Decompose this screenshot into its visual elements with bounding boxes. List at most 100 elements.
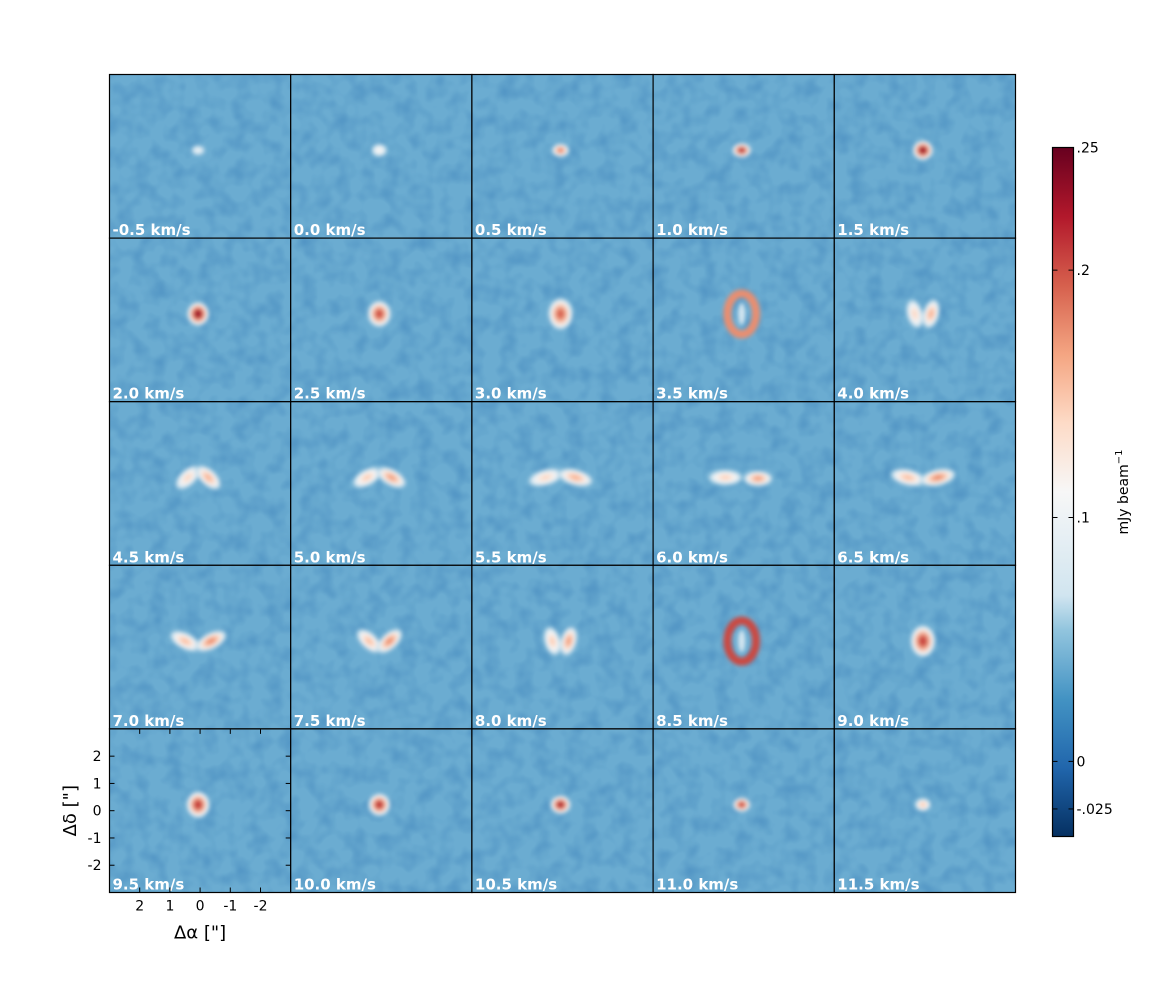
colorbar: .25 .2 .1 0 -.025 mJy beam−1 xyxy=(1051,141,1132,838)
x-axis-label: Δα ["] xyxy=(174,923,226,944)
channel-panel: 11.0 km/s xyxy=(652,728,835,894)
channel-panel: -0.5 km/s xyxy=(108,73,292,239)
x-tick-label: -2 xyxy=(254,899,268,915)
y-tick-label: -2 xyxy=(88,858,102,874)
emission xyxy=(723,289,761,339)
velocity-label: 2.5 km/s xyxy=(294,385,366,403)
emission xyxy=(889,468,957,487)
x-tick-label: 1 xyxy=(165,899,174,915)
velocity-label: 3.5 km/s xyxy=(656,385,728,403)
velocity-label: 5.0 km/s xyxy=(294,548,366,566)
channel-panel: 4.5 km/s xyxy=(108,401,292,566)
y-tick-label: -1 xyxy=(88,831,102,847)
velocity-label: 0.5 km/s xyxy=(475,221,547,239)
emission xyxy=(186,301,210,327)
emission xyxy=(527,467,594,488)
channel-panel: 10.5 km/s xyxy=(471,728,654,894)
x-tick-label: 0 xyxy=(196,899,205,915)
velocity-label: 9.0 km/s xyxy=(837,712,909,730)
velocity-label: 6.5 km/s xyxy=(837,548,909,566)
velocity-label: 4.0 km/s xyxy=(837,385,909,403)
velocity-label: 3.0 km/s xyxy=(475,385,547,403)
channel-panel: 9.5 km/s xyxy=(108,728,292,894)
emission xyxy=(707,469,774,487)
velocity-label: 11.0 km/s xyxy=(656,876,738,894)
y-axis-label: Δδ ["] xyxy=(60,785,81,836)
emission xyxy=(169,630,227,653)
channel-panel: 0.0 km/s xyxy=(290,73,473,239)
emission xyxy=(543,625,578,657)
channel-panel: 5.0 km/s xyxy=(290,401,473,566)
channel-panel: 8.0 km/s xyxy=(471,564,654,730)
colorbar-scale xyxy=(1052,147,1074,837)
velocity-label: 9.5 km/s xyxy=(113,876,185,894)
channel-panel: 6.5 km/s xyxy=(833,401,1017,566)
velocity-label: 5.5 km/s xyxy=(475,548,547,566)
channel-panel: 0.5 km/s xyxy=(471,73,654,239)
colorbar-frame xyxy=(1051,146,1075,838)
emission xyxy=(190,144,206,156)
emission xyxy=(910,624,936,658)
channel-panel: 7.5 km/s xyxy=(290,564,473,730)
channel-panel: 11.5 km/s xyxy=(833,728,1017,894)
velocity-label: 10.5 km/s xyxy=(475,876,557,894)
channel-panel: 8.5 km/s xyxy=(652,564,835,730)
velocity-label: 0.0 km/s xyxy=(294,221,366,239)
velocity-label: 10.0 km/s xyxy=(294,876,376,894)
channel-panel: 9.0 km/s xyxy=(833,564,1017,730)
velocity-label: 8.5 km/s xyxy=(656,712,728,730)
channel-panel: 7.0 km/s xyxy=(108,564,292,730)
channel-panel: 1.5 km/s xyxy=(833,73,1017,239)
y-tick-label: 2 xyxy=(93,749,102,765)
channel-panel: 1.0 km/s xyxy=(652,73,835,239)
panel-noise xyxy=(653,401,835,566)
panel-grid: -0.5 km/s 0.0 km/s 0.5 km/s 1.0 km/s 1.5 km/… xyxy=(108,73,1017,894)
channel-panel: 2.0 km/s xyxy=(108,237,292,403)
y-tick-label: 1 xyxy=(93,776,102,792)
velocity-label: 1.5 km/s xyxy=(837,221,909,239)
velocity-label: 6.0 km/s xyxy=(656,548,728,566)
panel-noise xyxy=(109,74,291,239)
velocity-label: 4.5 km/s xyxy=(113,548,185,566)
velocity-label: -0.5 km/s xyxy=(113,221,191,239)
velocity-label: 7.0 km/s xyxy=(113,712,185,730)
emission xyxy=(186,791,211,819)
channel-panel: 4.0 km/s xyxy=(833,237,1017,403)
emission xyxy=(355,628,403,654)
colorbar-tick-label: .1 xyxy=(1077,510,1090,526)
emission xyxy=(914,797,932,812)
axes: 2 1 0 -1 -2 2 1 0 -1 -2 Δα ["] Δδ ["] xyxy=(60,728,291,944)
emission xyxy=(912,140,934,161)
emission xyxy=(732,797,751,813)
velocity-label: 1.0 km/s xyxy=(656,221,728,239)
x-tick-label: 2 xyxy=(135,899,144,915)
emission xyxy=(547,297,574,331)
colorbar-tick-label: .25 xyxy=(1077,141,1099,157)
emission xyxy=(551,143,570,158)
colorbar-tick-label: -.025 xyxy=(1077,802,1113,818)
colorbar-label: mJy beam−1 xyxy=(1114,450,1132,535)
emission xyxy=(723,616,761,666)
panel-noise xyxy=(290,401,472,566)
emission xyxy=(351,466,407,489)
channel-panel: 5.5 km/s xyxy=(471,401,654,566)
channel-panel: 10.0 km/s xyxy=(290,728,473,894)
channel-panel: 6.0 km/s xyxy=(652,401,835,566)
velocity-label: 7.5 km/s xyxy=(294,712,366,730)
panel-noise xyxy=(109,401,291,566)
colorbar-tick-label: .2 xyxy=(1077,263,1090,279)
panel-noise xyxy=(471,401,654,566)
emission xyxy=(367,793,391,817)
emission xyxy=(174,464,222,491)
emission xyxy=(367,300,392,328)
emission xyxy=(905,298,941,330)
emission xyxy=(549,795,572,815)
channel-panel: 2.5 km/s xyxy=(290,237,473,403)
velocity-label: 11.5 km/s xyxy=(837,876,919,894)
colorbar-tick-label: 0 xyxy=(1077,754,1086,770)
channel-panel: 3.0 km/s xyxy=(471,237,654,403)
emission xyxy=(370,143,388,158)
x-tick-label: -1 xyxy=(223,899,237,915)
y-tick-label: 0 xyxy=(93,804,102,820)
